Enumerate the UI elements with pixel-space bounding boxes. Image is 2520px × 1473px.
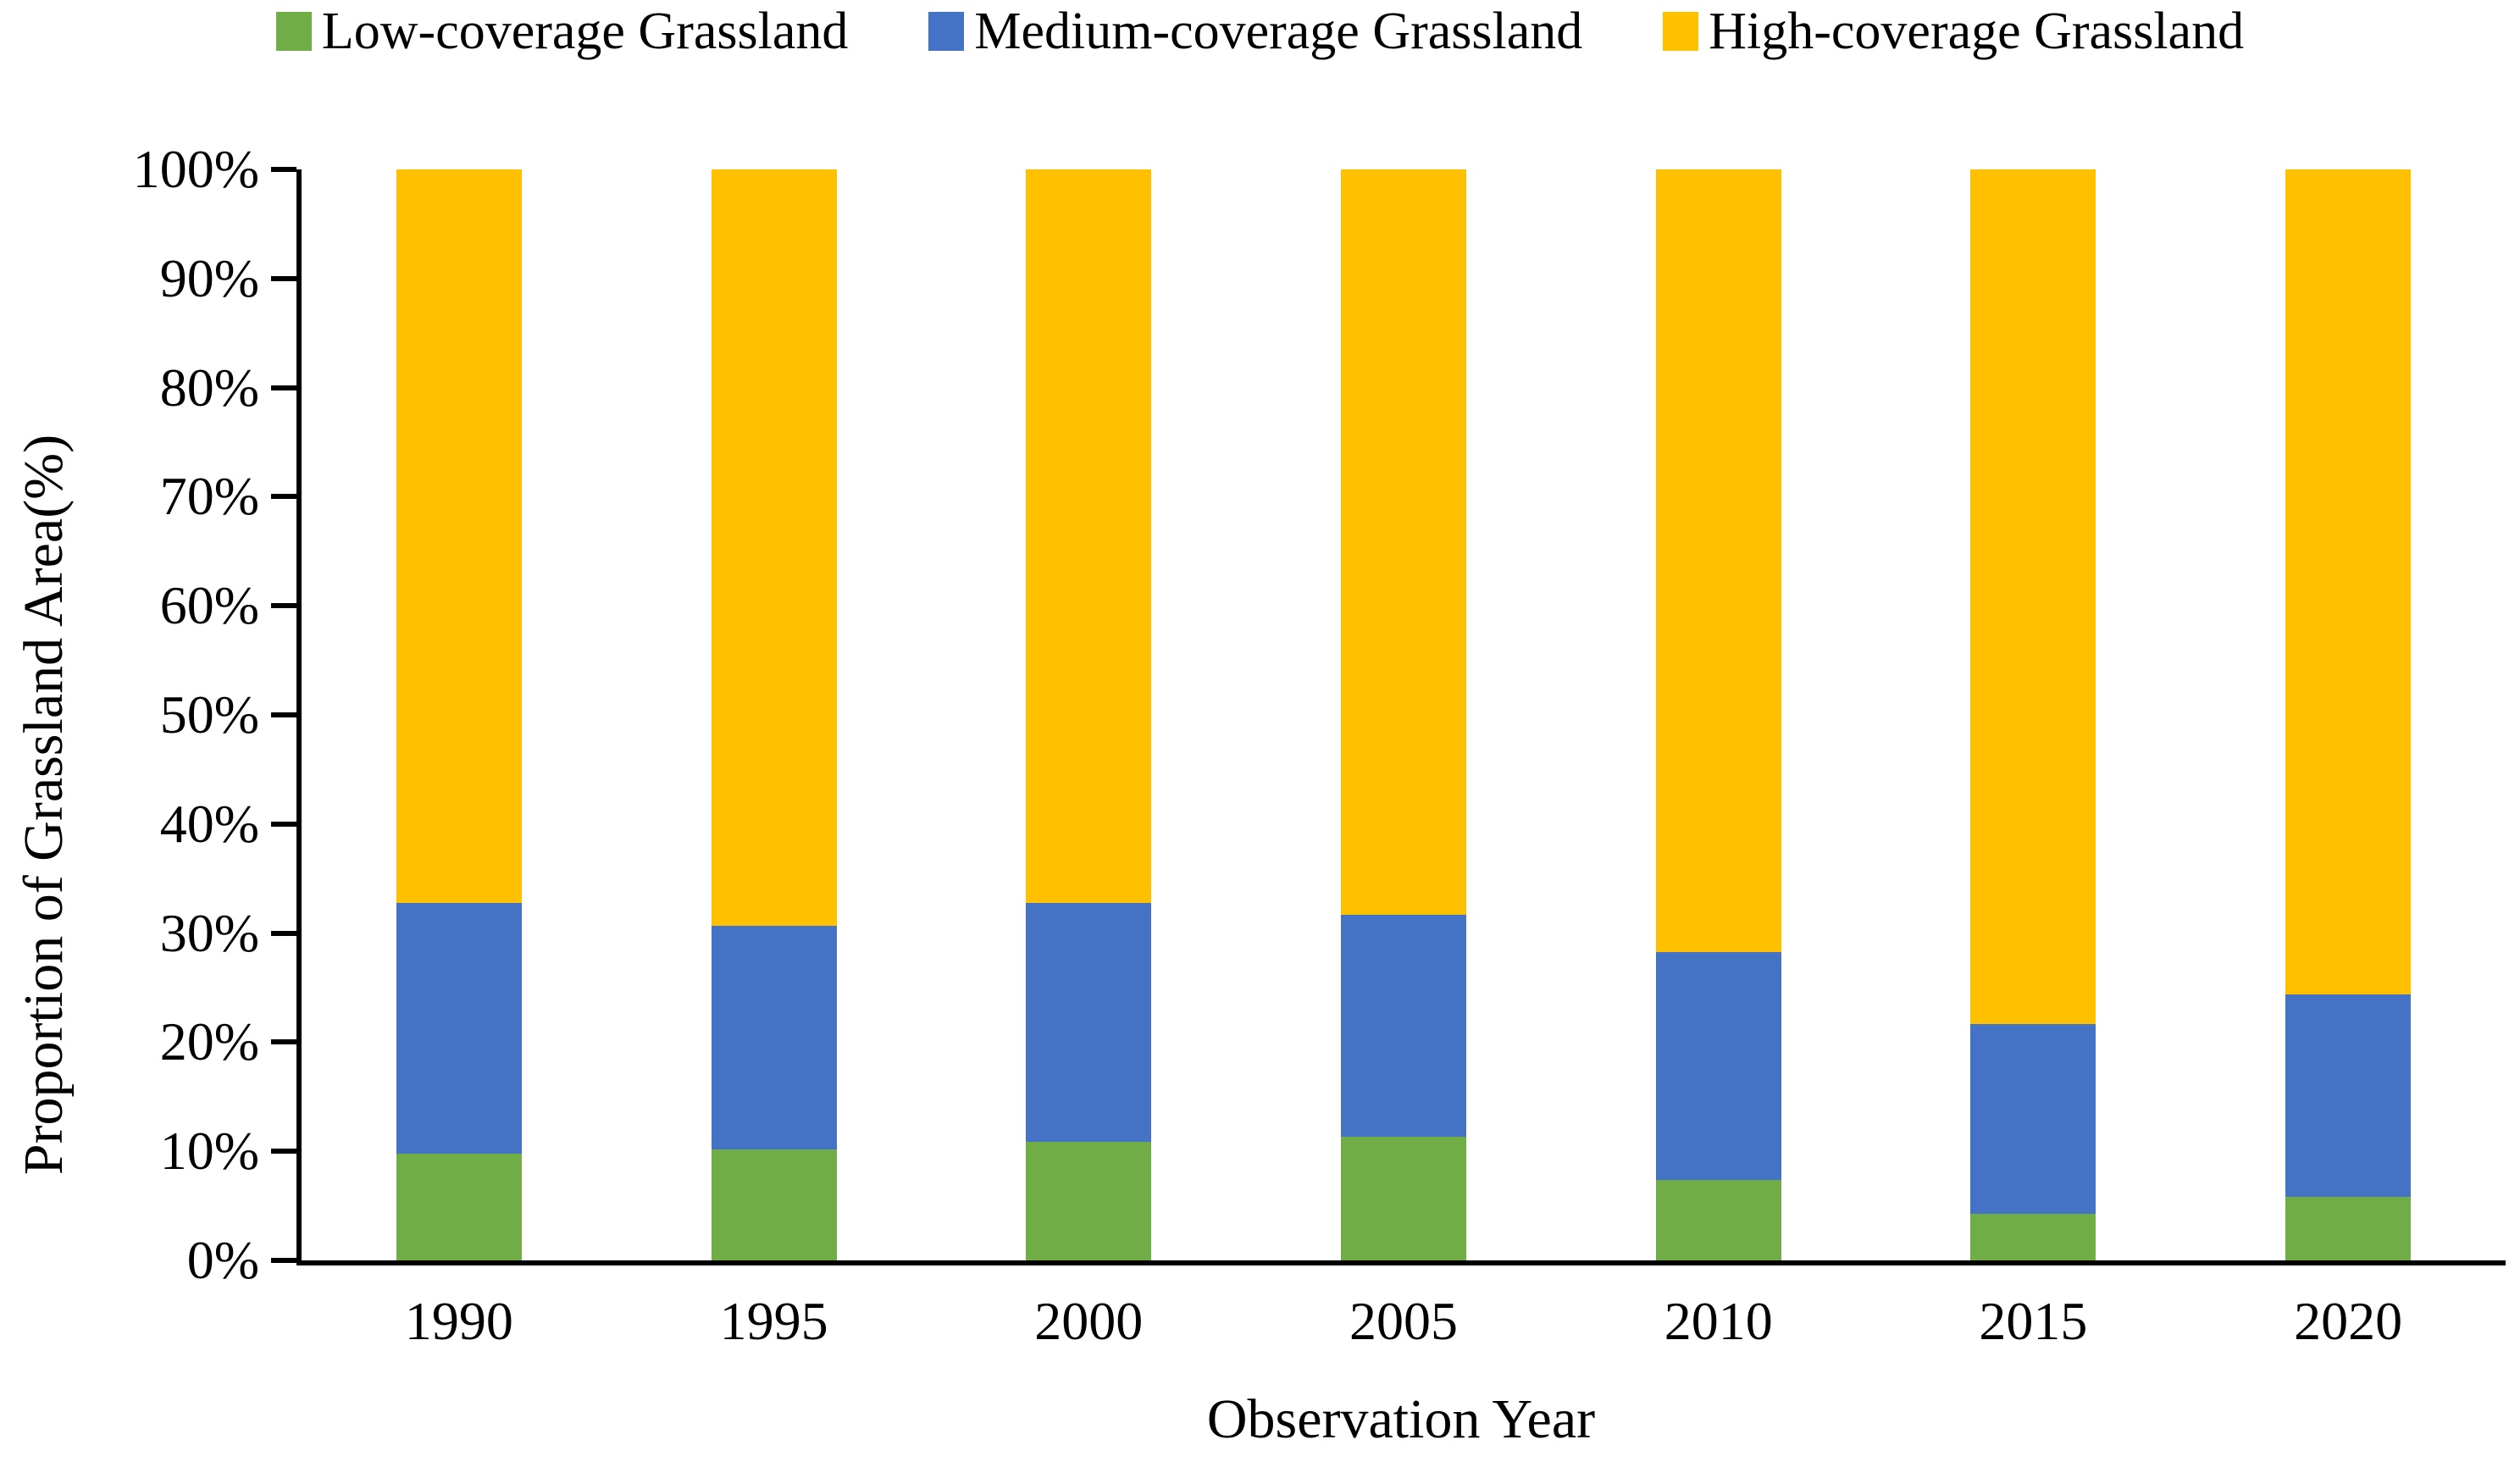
legend-item-1: Medium-coverage Grassland — [928, 5, 1582, 58]
legend: Low-coverage Grassland Medium-coverage Gr… — [0, 5, 2520, 58]
x-tick-label-2015: 2015 — [1979, 1291, 2088, 1351]
bar-1995-segment-2 — [711, 169, 837, 926]
legend-label: High-coverage Grassland — [1709, 3, 2245, 60]
bar-2005-segment-1 — [1341, 914, 1466, 1138]
y-axis-tick-mark — [271, 494, 296, 500]
x-tick-label-2000: 2000 — [1034, 1291, 1144, 1351]
bar-1995-segment-1 — [711, 925, 837, 1149]
y-axis-tick-mark — [271, 275, 296, 281]
y-axis-ticks — [271, 167, 296, 1263]
y-axis-line — [296, 169, 302, 1265]
x-tick-label-1995: 1995 — [719, 1291, 828, 1351]
y-axis-tick-mark — [271, 603, 296, 609]
bar-2015-segment-0 — [1970, 1213, 2096, 1260]
y-axis-tick-mark — [271, 1258, 296, 1263]
bar-1990-segment-0 — [396, 1153, 522, 1260]
bar-1990-segment-2 — [396, 169, 522, 903]
legend-label: Medium-coverage Grassland — [974, 3, 1583, 60]
bar-2020 — [2285, 169, 2412, 1260]
x-tick-label-2020: 2020 — [2294, 1291, 2403, 1351]
x-axis-title: Observation Year — [1206, 1388, 1596, 1450]
bar-2020-segment-0 — [2285, 1197, 2412, 1260]
bar-2020-segment-2 — [2285, 169, 2412, 994]
bar-2005 — [1341, 169, 1466, 1260]
y-tick-label-20: 20% — [159, 1011, 259, 1072]
legend-swatch-icon — [275, 12, 312, 51]
y-tick-label-70: 70% — [159, 466, 259, 527]
x-axis-line — [296, 1260, 2506, 1265]
y-tick-label-30: 30% — [159, 902, 259, 963]
legend-label: Low-coverage Grassland — [321, 3, 849, 60]
x-tick-label-2005: 2005 — [1349, 1291, 1458, 1351]
bar-2005-segment-0 — [1341, 1137, 1466, 1260]
y-tick-label-10: 10% — [159, 1121, 259, 1182]
bar-2020-segment-1 — [2285, 994, 2412, 1198]
legend-item-2: High-coverage Grassland — [1663, 5, 2244, 58]
bar-2015 — [1970, 169, 2096, 1260]
bar-1995 — [711, 169, 837, 1260]
y-tick-label-50: 50% — [159, 684, 259, 745]
bar-2005-segment-2 — [1341, 169, 1466, 915]
y-tick-label-100: 100% — [132, 139, 259, 199]
bar-1990 — [396, 169, 522, 1260]
bar-1995-segment-0 — [711, 1149, 837, 1260]
y-axis-tick-mark — [271, 385, 296, 390]
bar-2000-segment-1 — [1026, 902, 1152, 1142]
y-axis-tick-mark — [271, 821, 296, 827]
y-tick-label-40: 40% — [159, 793, 259, 854]
legend-swatch-icon — [1663, 12, 1699, 51]
bar-2015-segment-2 — [1970, 169, 2096, 1024]
bar-2000-segment-2 — [1026, 169, 1152, 903]
y-tick-label-90: 90% — [159, 247, 259, 308]
y-tick-label-0: 0% — [186, 1230, 259, 1290]
bar-2000-segment-0 — [1026, 1141, 1152, 1260]
y-tick-label-60: 60% — [159, 575, 259, 636]
legend-item-0: Low-coverage Grassland — [275, 3, 849, 60]
x-tick-label-2010: 2010 — [1664, 1291, 1773, 1351]
y-axis-tick-mark — [271, 1149, 296, 1155]
y-axis-tick-mark — [271, 930, 296, 936]
y-tick-label-80: 80% — [159, 357, 259, 418]
bar-1990-segment-1 — [396, 902, 522, 1154]
bar-2015-segment-1 — [1970, 1023, 2096, 1214]
bar-2000 — [1026, 169, 1152, 1260]
bar-2010-segment-2 — [1655, 169, 1781, 952]
y-axis-tick-mark — [271, 1039, 296, 1045]
y-axis-tick-mark — [271, 712, 296, 717]
bar-2010-segment-0 — [1655, 1179, 1781, 1260]
x-axis-tick-labels: 1990 1995 2000 2005 2010 2015 2020 — [302, 1294, 2506, 1371]
x-tick-label-1990: 1990 — [404, 1291, 513, 1351]
y-axis-tick-mark — [271, 167, 296, 172]
y-axis-tick-labels: 0% 10% 20% 30% 40% 50% 60% 70% 80% 90% 100% — [0, 142, 259, 1287]
plot-area — [302, 169, 2506, 1260]
bar-2010-segment-1 — [1655, 951, 1781, 1180]
legend-swatch-icon — [928, 12, 965, 51]
bar-2010 — [1655, 169, 1781, 1260]
